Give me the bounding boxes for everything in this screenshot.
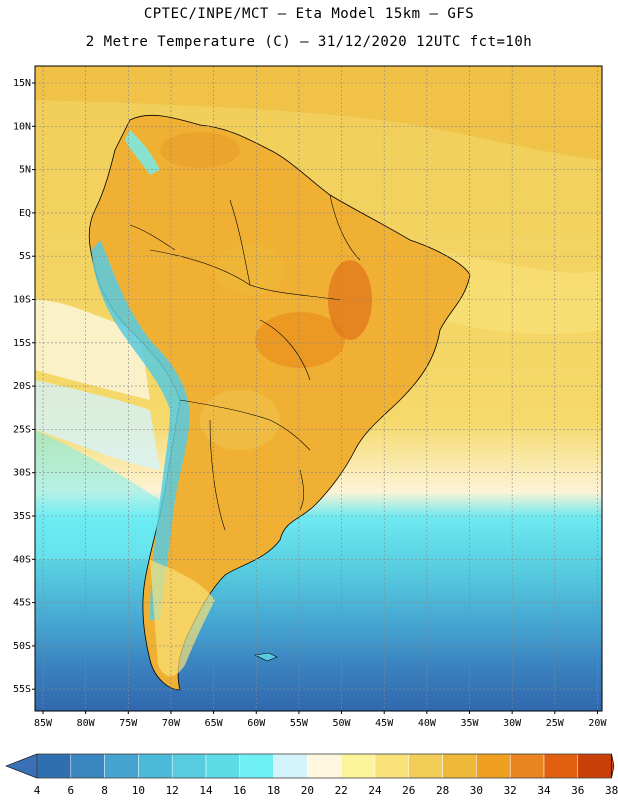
colorbar-label: 6 — [67, 784, 74, 797]
lat-label-25s: 25S — [13, 424, 31, 435]
lat-label-eq: EQ — [19, 208, 31, 219]
colorbar-swatch — [239, 753, 274, 779]
colorbar-swatch — [543, 753, 579, 779]
colorbar-swatch — [374, 753, 410, 779]
lat-label-35s: 35S — [13, 511, 31, 522]
lon-label-80w: 80W — [77, 718, 96, 729]
colorbar-label: 12 — [166, 784, 179, 797]
colorbar-swatch — [577, 753, 612, 779]
colorbar: 4 6 8 10 12 14 16 18 20 22 24 26 28 30 32 34 36 38 — [5, 753, 618, 797]
colorbar-label: 24 — [368, 784, 382, 797]
lat-label-15s: 15S — [13, 338, 31, 349]
colorbar-label: 30 — [470, 784, 483, 797]
lon-label-40w: 40W — [418, 718, 437, 729]
lat-label-55s: 55S — [13, 684, 31, 695]
longitude-labels: 85W 80W 75W 70W 65W 60W 55W 50W 45W 40W 35W 30W 25W 2… — [34, 711, 607, 729]
colorbar-swatch — [104, 753, 139, 779]
colorbar-label: 22 — [335, 784, 348, 797]
lat-label-10n: 10N — [13, 121, 31, 132]
lat-label-15n: 15N — [13, 78, 31, 89]
colorbar-low-arrow — [5, 753, 38, 779]
colorbar-swatch — [70, 753, 105, 779]
lon-label-85w: 85W — [34, 718, 53, 729]
lon-label-55w: 55W — [290, 718, 309, 729]
title-line-1: CPTEC/INPE/MCT – Eta Model 15km – GFS — [143, 6, 475, 22]
colorbar-swatch — [138, 753, 173, 779]
lon-label-30w: 30W — [503, 718, 522, 729]
colorbar-swatch — [307, 753, 342, 779]
lat-label-45s: 45S — [13, 598, 31, 609]
lat-label-30s: 30S — [13, 468, 31, 479]
colorbar-swatch — [171, 753, 207, 779]
lat-label-5n: 5N — [19, 165, 31, 176]
colorbar-label: 16 — [233, 784, 246, 797]
latitude-labels: 15N 10N 5N EQ 5S 10S 15S 20S 25S 30S 35S 40S 45S 50S 5… — [13, 78, 35, 695]
colorbar-label: 18 — [267, 784, 280, 797]
colorbar-label: 14 — [199, 784, 213, 797]
colorbar-label: 26 — [402, 784, 415, 797]
lon-label-50w: 50W — [333, 718, 352, 729]
colorbar-label: 8 — [101, 784, 108, 797]
colorbar-swatch — [36, 753, 72, 779]
colorbar-swatch — [476, 753, 511, 779]
lon-label-70w: 70W — [162, 718, 181, 729]
lat-label-10s: 10S — [13, 295, 31, 306]
lat-label-40s: 40S — [13, 554, 31, 565]
colorbar-label: 20 — [301, 784, 314, 797]
colorbar-label: 28 — [436, 784, 449, 797]
colorbar-label: 38 — [605, 784, 618, 797]
title-line-2: 2 Metre Temperature (C) – 31/12/2020 12U… — [85, 34, 533, 50]
map-field — [35, 66, 602, 711]
colorbar-outline — [36, 753, 612, 779]
colorbar-swatch — [340, 753, 376, 779]
colorbar-label: 4 — [34, 784, 41, 797]
lon-label-25w: 25W — [546, 718, 565, 729]
lat-label-5s: 5S — [19, 251, 31, 262]
lon-label-20w: 20W — [588, 718, 607, 729]
colorbar-swatch — [273, 753, 308, 779]
colorbar-label: 32 — [504, 784, 517, 797]
lon-label-35w: 35W — [460, 718, 479, 729]
lon-label-65w: 65W — [205, 718, 224, 729]
lat-label-50s: 50S — [13, 641, 31, 652]
colorbar-swatch — [408, 753, 443, 779]
colorbar-swatch — [442, 753, 477, 779]
lon-label-75w: 75W — [119, 718, 138, 729]
lon-label-45w: 45W — [375, 718, 394, 729]
colorbar-label: 36 — [571, 784, 584, 797]
colorbar-swatch — [205, 753, 241, 779]
colorbar-label: 34 — [537, 784, 551, 797]
colorbar-high-arrow — [611, 753, 615, 779]
lat-label-20s: 20S — [13, 381, 31, 392]
lon-label-60w: 60W — [247, 718, 266, 729]
colorbar-label: 10 — [132, 784, 145, 797]
colorbar-swatch — [509, 753, 545, 779]
